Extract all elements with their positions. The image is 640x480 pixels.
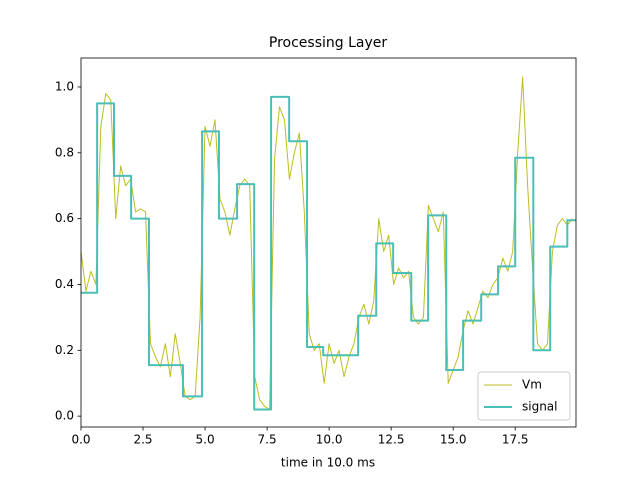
chart-title: Processing Layer — [269, 35, 387, 51]
x-tick-label: 5.0 — [196, 433, 215, 447]
x-tick-label: 7.5 — [258, 433, 277, 447]
x-tick-label: 15.0 — [440, 433, 467, 447]
y-tick-label: 0.8 — [55, 145, 74, 159]
line-signal — [81, 95, 576, 411]
y-tick-label: 0.0 — [55, 409, 74, 423]
legend-label: Vm — [522, 378, 542, 392]
x-tick-label: 0.0 — [71, 433, 90, 447]
x-tick-label: 2.5 — [133, 433, 152, 447]
plot-frame — [80, 57, 577, 428]
x-axis-label: time in 10.0 ms — [281, 456, 375, 470]
legend-label: signal — [522, 400, 558, 414]
x-tick-label: 12.5 — [378, 433, 405, 447]
y-tick-label: 1.0 — [55, 79, 74, 93]
y-tick-label: 0.6 — [55, 211, 74, 225]
y-tick-label: 0.4 — [55, 277, 74, 291]
y-tick-label: 0.2 — [55, 343, 74, 357]
x-tick-label: 17.5 — [502, 433, 529, 447]
x-tick-label: 10.0 — [316, 433, 343, 447]
line-vm — [81, 76, 573, 411]
